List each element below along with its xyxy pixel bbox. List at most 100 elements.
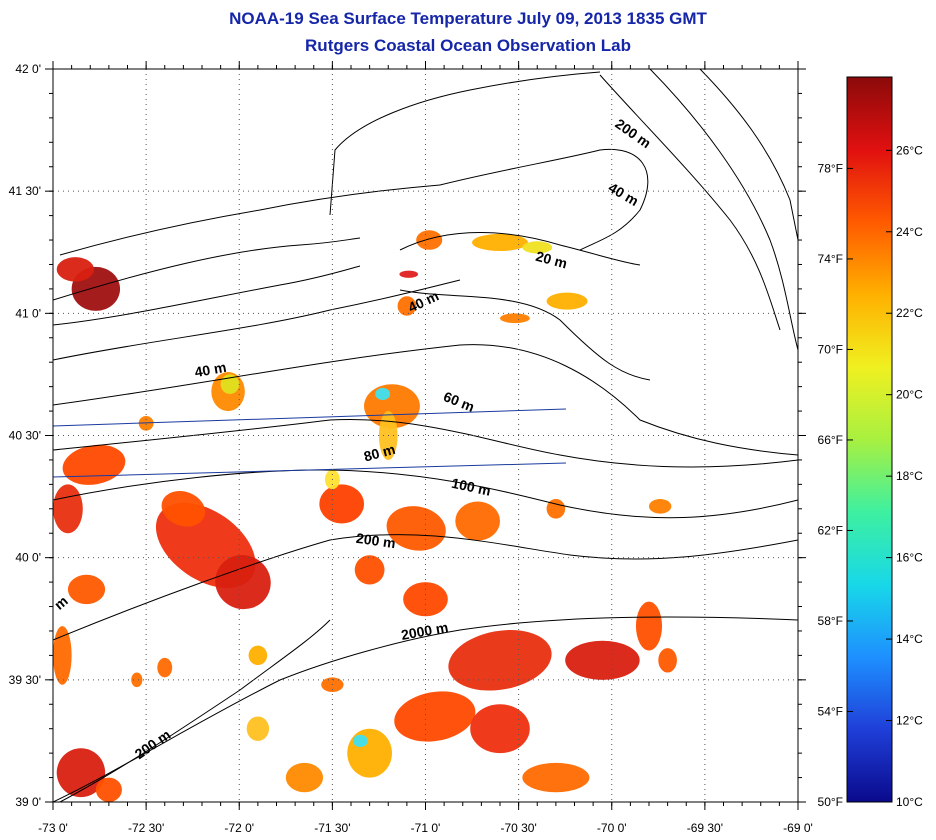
contour-60m — [53, 344, 798, 456]
coastline-long-island — [53, 237, 361, 301]
sst-patch-20 — [53, 626, 72, 685]
x-tick-label: -70 30' — [500, 821, 536, 835]
contour-label-1: 40 m — [606, 179, 642, 209]
x-tick-label: -71 30' — [314, 821, 350, 835]
colorbar-f-label: 66°F — [818, 433, 843, 447]
sst-patch-37 — [285, 762, 324, 793]
sst-patch-41 — [95, 777, 122, 802]
contour-40m-nshore — [53, 279, 461, 361]
colorbar-c-label: 18°C — [896, 469, 923, 483]
coastline-south-shore — [53, 265, 361, 326]
x-tick-label: -72 30' — [128, 821, 164, 835]
y-tick-label: 39 0' — [15, 795, 41, 809]
contour-label-0: 200 m — [612, 115, 654, 151]
sst-patch-32 — [394, 691, 476, 742]
transect-north — [53, 408, 567, 427]
sst-patch-35 — [347, 728, 392, 778]
sst-patch-34 — [522, 762, 590, 793]
sst-patch-29 — [565, 640, 640, 680]
sst-patch-42 — [157, 657, 173, 678]
contour-40m-east — [599, 74, 781, 331]
colorbar-c-label: 10°C — [896, 795, 923, 809]
sst-patch-19 — [67, 574, 106, 605]
sst-patch-25 — [546, 499, 566, 519]
coastline-cape-cod — [439, 148, 649, 251]
contour-20m-ri — [399, 232, 641, 266]
sst-patch-15 — [53, 484, 83, 534]
contour-label-9: 2000 m — [400, 619, 450, 643]
sst-patch-18 — [161, 491, 206, 527]
contour-80m — [53, 418, 798, 468]
contour-2000m — [53, 616, 798, 802]
axis-ticks — [45, 61, 806, 810]
x-tick-label: -69 0' — [783, 821, 813, 835]
sst-patch-36 — [352, 734, 368, 748]
contour-label-10: 200 m — [132, 726, 174, 762]
colorbar: 10°C 12°C 14°C 16°C 18°C 20°C 22°C 24°C 26°C 50°F… — [818, 76, 923, 809]
sst-patch-44 — [248, 645, 268, 666]
map-subtitle: Rutgers Coastal Ocean Observation Lab — [305, 36, 631, 55]
sst-patch-7 — [416, 230, 443, 250]
x-tick-label: -70 0' — [597, 821, 627, 835]
sst-patch-22 — [386, 506, 446, 551]
contour-40m-ri — [399, 289, 651, 381]
contour-label-4: 40 m — [193, 359, 227, 380]
colorbar-f-label: 74°F — [818, 252, 843, 266]
x-tick-label: -71 0' — [411, 821, 441, 835]
sst-patch-11 — [397, 296, 417, 316]
colorbar-c-label: 12°C — [896, 714, 923, 728]
coastline-ma — [329, 71, 601, 216]
contour-200m — [53, 534, 798, 641]
y-tick-label: 42 0' — [15, 62, 41, 76]
sst-patch-38 — [246, 716, 270, 741]
map-title: NOAA-19 Sea Surface Temperature July 09,… — [229, 9, 707, 28]
contour-label-5: 60 m — [441, 388, 477, 415]
y-tick-label: 40 0' — [15, 551, 41, 565]
sst-patch-21 — [319, 484, 365, 524]
colorbar-f-label: 54°F — [818, 704, 843, 718]
y-tick-label: 41 0' — [15, 306, 41, 320]
sst-patch-10 — [399, 270, 419, 278]
sst-patch-17 — [215, 555, 271, 610]
colorbar-f-label: 50°F — [818, 795, 843, 809]
sst-patch-26 — [649, 499, 672, 514]
sst-patch-6 — [375, 387, 391, 401]
contour-label-7: 100 m — [450, 475, 492, 499]
contour-label-11: m — [51, 593, 71, 613]
grid-lines — [53, 69, 798, 802]
sst-patch-13 — [500, 313, 530, 324]
x-tick-label: -73 0' — [38, 821, 68, 835]
colorbar-c-label: 26°C — [896, 143, 923, 157]
sst-patch-23 — [455, 501, 500, 541]
sst-patch-30 — [635, 601, 663, 651]
y-tick-label: 40 30' — [9, 429, 41, 443]
sst-patch-40 — [56, 748, 106, 798]
transect-south — [53, 462, 567, 478]
sst-patch-9 — [522, 241, 553, 254]
colorbar-f-label: 78°F — [818, 161, 843, 175]
sst-layer — [53, 230, 677, 802]
colorbar-f-label: 62°F — [818, 523, 843, 537]
sst-patch-31 — [658, 648, 677, 673]
sst-patch-33 — [470, 704, 530, 754]
y-tick-label: 39 30' — [9, 673, 41, 687]
sst-patch-24 — [354, 555, 385, 585]
x-tick-label: -69 30' — [687, 821, 723, 835]
contour-east-deep-2 — [649, 69, 798, 351]
colorbar-c-label: 14°C — [896, 632, 923, 646]
contour-label-2: 20 m — [534, 248, 569, 272]
y-tick-label: 41 30' — [9, 184, 41, 198]
colorbar-f-label: 58°F — [818, 614, 843, 628]
colorbar-c-label: 24°C — [896, 225, 923, 239]
contour-100m — [53, 469, 798, 519]
colorbar-f-label: 70°F — [818, 342, 843, 356]
bathymetry-contours — [53, 69, 798, 802]
contour-200m-south — [59, 619, 331, 802]
x-tick-label: -72 0' — [224, 821, 254, 835]
sst-patch-1 — [56, 257, 94, 282]
contour-label-6: 80 m — [362, 441, 397, 465]
coastline-ct — [59, 184, 441, 256]
sst-patch-43 — [131, 672, 143, 688]
sst-patch-14 — [62, 444, 126, 485]
